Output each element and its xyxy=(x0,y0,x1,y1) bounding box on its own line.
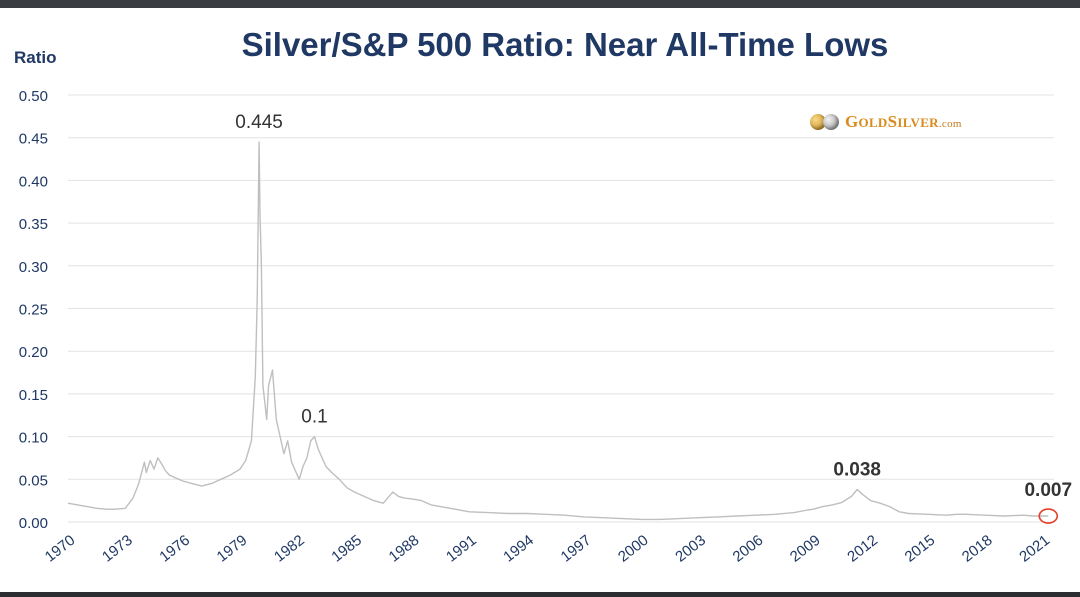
data-label: 0.007 xyxy=(1024,480,1072,501)
data-label: 0.038 xyxy=(833,460,881,481)
bottom-border xyxy=(0,592,1080,597)
highlight-circle xyxy=(1038,508,1059,524)
x-tick-label: 1976 xyxy=(156,532,193,566)
x-tick-label: 2000 xyxy=(615,532,652,566)
y-tick-label: 0.45 xyxy=(19,131,48,148)
x-tick-label: 1970 xyxy=(42,532,79,566)
data-label: 0.445 xyxy=(235,112,283,133)
gold-coin-icon xyxy=(810,114,826,130)
chart-title: Silver/S&P 500 Ratio: Near All-Time Lows xyxy=(241,26,889,63)
x-tick-label: 2015 xyxy=(902,532,939,566)
x-tick-label: 2006 xyxy=(730,532,767,566)
x-tick-label: 2018 xyxy=(959,532,996,566)
x-tick-label: 2021 xyxy=(1016,532,1053,566)
series-group xyxy=(67,141,1049,521)
y-tick-label: 0.00 xyxy=(19,515,48,532)
y-tick-label: 0.20 xyxy=(19,344,48,361)
x-tick-label: 2009 xyxy=(787,532,824,566)
x-tick-label: 2012 xyxy=(844,532,881,566)
x-tick-label: 1994 xyxy=(500,532,537,566)
y-tick-label: 0.15 xyxy=(19,387,48,404)
goldsilver-logo: GOLDSILVER.com xyxy=(810,110,962,134)
y-tick-label: 0.40 xyxy=(19,173,48,190)
x-tick-labels: 1970 1973 1976 1979 1982 1985 1988 1991 1994 1997… xyxy=(42,532,1053,566)
y-tick-label: 0.05 xyxy=(19,472,48,489)
x-tick-label: 1982 xyxy=(271,532,308,566)
x-tick-label: 1988 xyxy=(386,532,423,566)
x-tick-label: 1985 xyxy=(328,532,365,566)
x-tick-label: 1979 xyxy=(214,532,251,566)
y-tick-labels: 0.00 0.05 0.10 0.15 0.20 0.25 0.30 0.35 0.40 0.45… xyxy=(19,88,48,532)
x-tick-label: 1973 xyxy=(99,532,136,566)
data-annotations: 0.445 0.1 0.038 0.007 xyxy=(235,112,1072,524)
y-tick-label: 0.35 xyxy=(19,216,48,233)
top-border xyxy=(0,0,1080,8)
x-tick-label: 1991 xyxy=(443,532,480,566)
y-axis-label: Ratio xyxy=(14,48,57,67)
y-tick-label: 0.50 xyxy=(19,88,48,105)
data-label: 0.1 xyxy=(301,407,327,428)
silver-coin-icon xyxy=(823,114,839,130)
grid-lines xyxy=(68,94,1054,523)
series-line xyxy=(67,141,1049,521)
x-tick-label: 2003 xyxy=(672,532,709,566)
logo-text: GOLDSILVER.com xyxy=(845,112,962,131)
y-tick-label: 0.10 xyxy=(19,430,48,447)
y-tick-label: 0.25 xyxy=(19,302,48,319)
y-tick-label: 0.30 xyxy=(19,259,48,276)
x-tick-label: 1997 xyxy=(558,532,595,566)
